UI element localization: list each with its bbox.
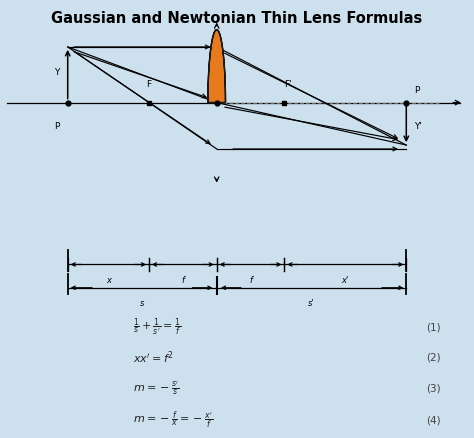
Text: s: s bbox=[140, 298, 145, 307]
Text: f: f bbox=[182, 275, 184, 284]
Text: F: F bbox=[146, 80, 152, 89]
Text: x': x' bbox=[342, 275, 349, 284]
Text: f: f bbox=[249, 275, 252, 284]
Text: (3): (3) bbox=[426, 383, 441, 392]
Text: P: P bbox=[414, 86, 420, 95]
Text: Y: Y bbox=[54, 68, 60, 77]
Text: $xx' = f^2$: $xx' = f^2$ bbox=[133, 349, 173, 365]
Text: s': s' bbox=[308, 298, 315, 307]
Polygon shape bbox=[208, 31, 226, 103]
Text: (1): (1) bbox=[426, 321, 441, 331]
Text: P: P bbox=[54, 121, 60, 131]
Text: $m = -\frac{s'}{s}$: $m = -\frac{s'}{s}$ bbox=[133, 379, 179, 396]
Text: Y': Y' bbox=[414, 122, 422, 131]
Text: (4): (4) bbox=[426, 415, 441, 424]
Text: (2): (2) bbox=[426, 352, 441, 362]
Text: $m = -\frac{f}{x} = -\frac{x'}{f}$: $m = -\frac{f}{x} = -\frac{x'}{f}$ bbox=[133, 409, 213, 430]
Text: x: x bbox=[106, 275, 111, 284]
Text: $\frac{1}{s}+\frac{1}{s'}=\frac{1}{f}$: $\frac{1}{s}+\frac{1}{s'}=\frac{1}{f}$ bbox=[133, 315, 181, 337]
Text: F': F' bbox=[284, 80, 292, 89]
Text: Gaussian and Newtonian Thin Lens Formulas: Gaussian and Newtonian Thin Lens Formula… bbox=[51, 11, 423, 26]
